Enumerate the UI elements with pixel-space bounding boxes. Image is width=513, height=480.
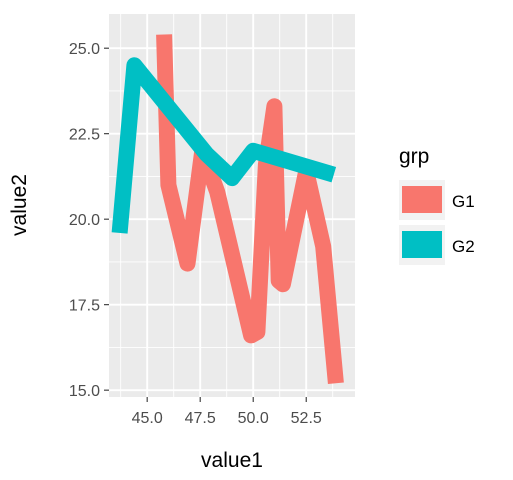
x-axis-title: value1 [201, 449, 263, 472]
legend-title: grp [399, 145, 429, 168]
x-tick-label: 47.5 [185, 410, 216, 427]
y-tick-label: 15.0 [69, 383, 100, 400]
legend-label-g2: G2 [452, 237, 475, 256]
y-tick-label: 20.0 [69, 212, 100, 229]
y-tick-label: 25.0 [69, 41, 100, 58]
legend-label-g1: G1 [452, 192, 475, 211]
x-tick-label: 50.0 [238, 410, 269, 427]
y-axis-title: value2 [8, 174, 31, 236]
x-tick-label: 45.0 [132, 410, 163, 427]
y-tick-label: 17.5 [69, 298, 100, 315]
legend-swatch-g2 [402, 231, 442, 258]
y-tick-label: 22.5 [69, 127, 100, 144]
x-tick-label: 52.5 [291, 410, 322, 427]
legend-swatch-g1 [402, 186, 442, 213]
